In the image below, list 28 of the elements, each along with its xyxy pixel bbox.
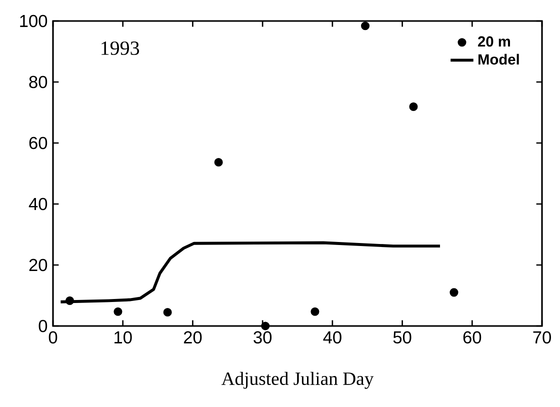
- point: [214, 158, 223, 166]
- x-tick-label: 60: [463, 331, 482, 344]
- x-tick-label: 40: [323, 331, 342, 344]
- x-tick-label: 10: [114, 331, 132, 344]
- x-tick-label: 0: [48, 331, 58, 344]
- y-tick-label: 100: [20, 14, 48, 28]
- y-tick-label: 20: [29, 258, 48, 272]
- y-tick-label: 60: [29, 136, 48, 150]
- point: [66, 296, 74, 305]
- legend-label: 20 m: [478, 36, 510, 47]
- annotation: 1993: [102, 42, 140, 55]
- x-tick-label: 50: [393, 331, 412, 344]
- point: [261, 322, 270, 330]
- line-series: [59, 241, 442, 304]
- legend-label: Model: [478, 54, 519, 65]
- x-tick-label: 20: [184, 331, 202, 344]
- point: [310, 307, 320, 316]
- point: [163, 308, 172, 317]
- x-tick-label: 30: [254, 331, 272, 344]
- point: [409, 102, 418, 111]
- point: [361, 22, 370, 30]
- y-tick-label: 40: [28, 198, 48, 210]
- point: [114, 307, 122, 316]
- y-tick-label: 0: [38, 320, 48, 332]
- point: [450, 288, 458, 297]
- x-tick-label: 70: [533, 331, 551, 344]
- y-tick-label: 80: [29, 76, 48, 88]
- x-axis-title: Adjusted Julian Day: [221, 372, 374, 389]
